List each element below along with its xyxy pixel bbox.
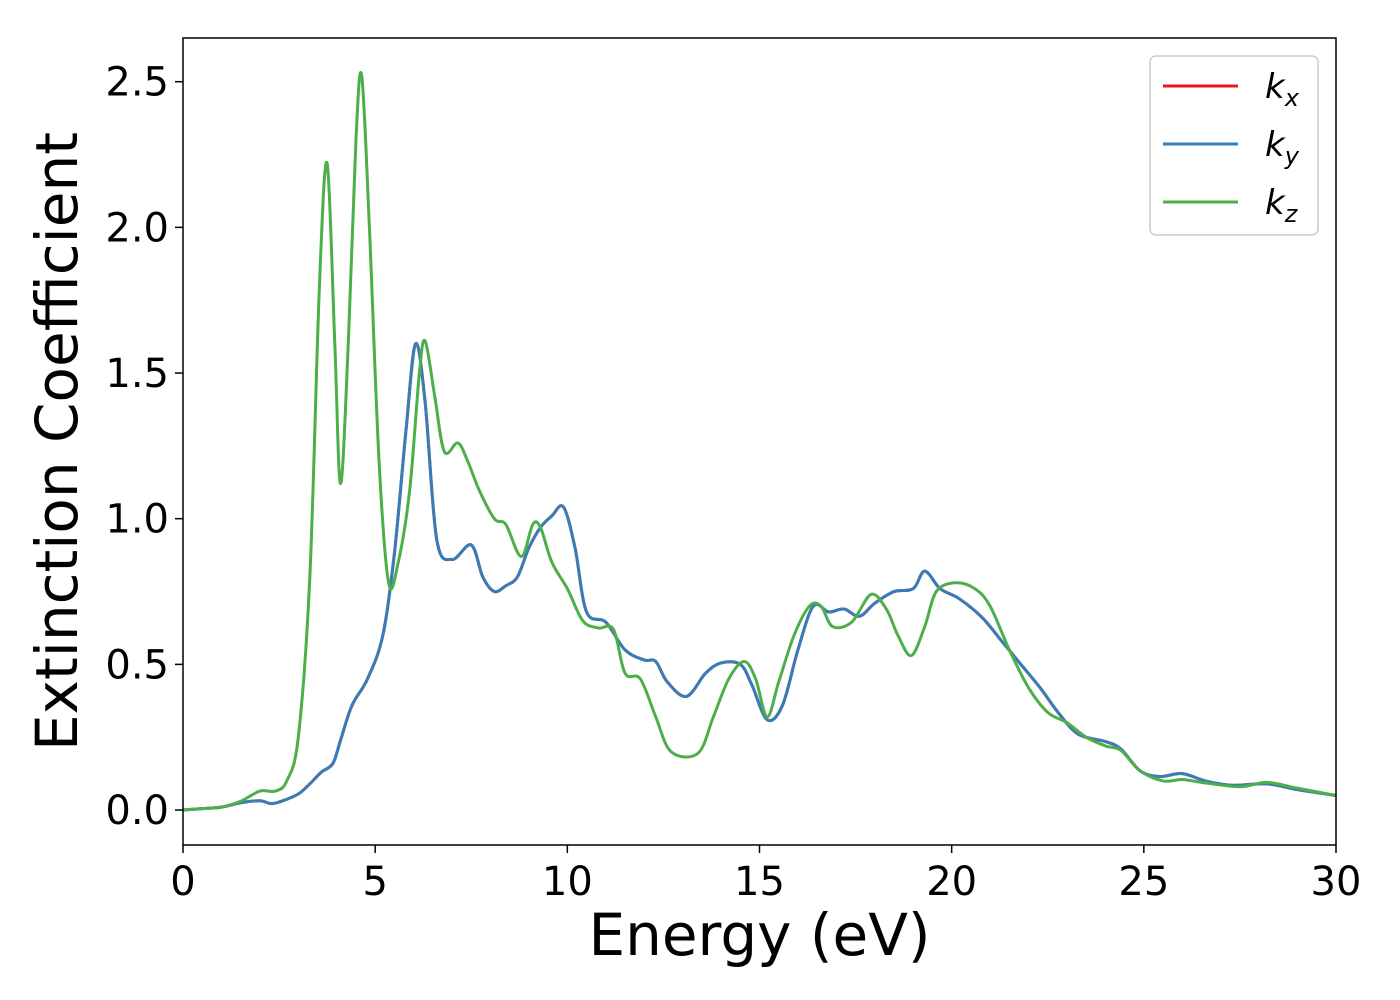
x-tick-label: 30 — [1311, 859, 1362, 905]
legend-label-k-x: kx — [1265, 67, 1300, 112]
y-axis-ticks: 0.0 0.5 1.0 1.5 2.0 2.5 — [105, 60, 183, 834]
series-lines — [183, 71, 1336, 812]
x-axis-ticks: 0 5 10 15 20 25 30 — [170, 845, 1361, 905]
y-tick-label: 2.5 — [105, 60, 169, 106]
y-tick-label: 1.0 — [105, 497, 169, 543]
x-tick-label: 10 — [542, 859, 593, 905]
x-tick-label: 25 — [1118, 859, 1169, 905]
x-tick-label: 0 — [170, 859, 195, 905]
y-tick-label: 1.5 — [105, 351, 169, 397]
legend-label-k-z: kz — [1265, 183, 1299, 228]
x-tick-label: 20 — [926, 859, 977, 905]
legend-label-k-y: ky — [1265, 125, 1300, 170]
y-tick-label: 0.0 — [105, 788, 169, 834]
x-axis-title: Energy (eV) — [588, 901, 930, 969]
legend: kx ky kz — [1149, 55, 1319, 236]
series-line-k-y — [183, 342, 1336, 812]
y-tick-label: 0.5 — [105, 642, 169, 688]
x-tick-label: 15 — [734, 859, 785, 905]
series-line-k-z — [183, 71, 1336, 812]
x-tick-label: 5 — [362, 859, 387, 905]
y-axis-title: Extinction Coefficient — [23, 132, 91, 751]
y-tick-label: 2.0 — [105, 205, 169, 251]
